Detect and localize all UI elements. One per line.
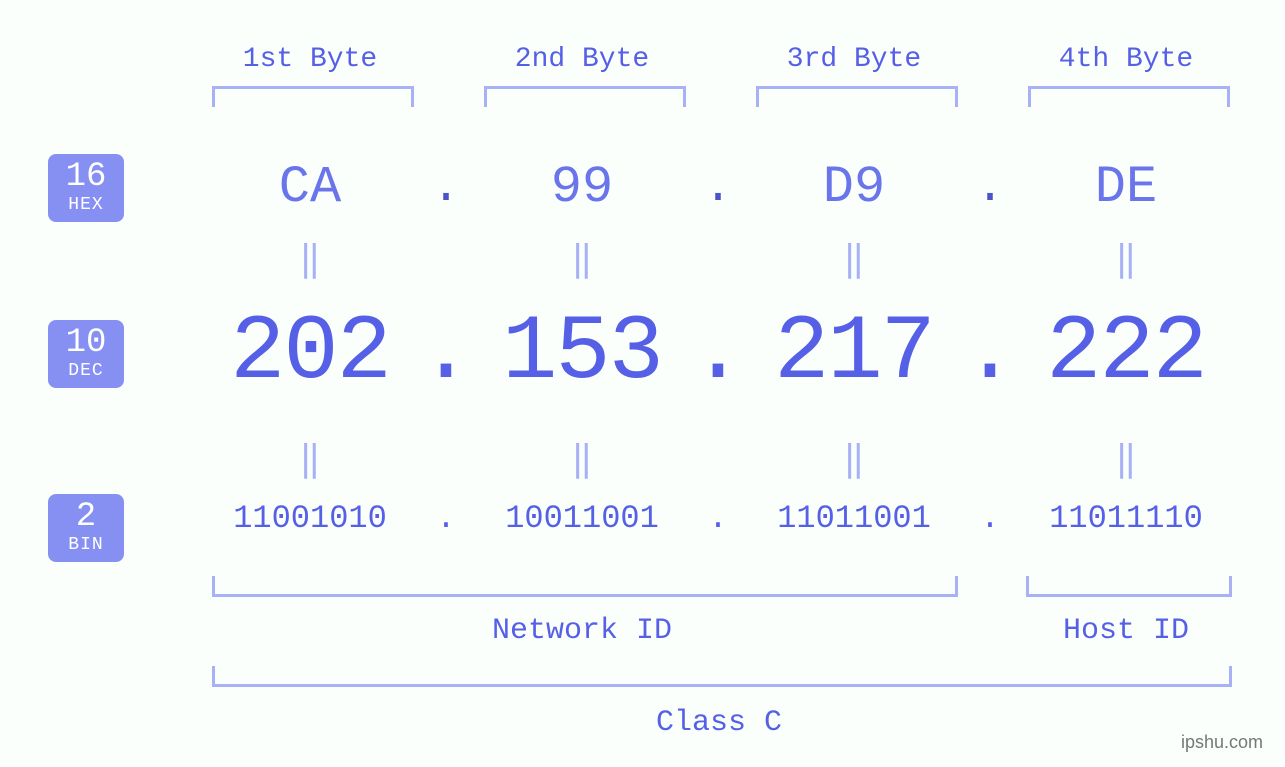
bin-dot-3: . <box>954 500 1026 537</box>
hex-byte-4: DE <box>1026 158 1226 217</box>
network-bracket <box>212 576 958 597</box>
hex-row: CA . 99 . D9 . DE <box>210 158 1226 217</box>
eq-1-3: ‖ <box>754 238 954 281</box>
bin-byte-2: 10011001 <box>482 500 682 537</box>
ip-diagram: 1st Byte 2nd Byte 3rd Byte 4th Byte 16 H… <box>0 0 1285 767</box>
bin-dot-1: . <box>410 500 482 537</box>
dec-dot-3: . <box>954 300 1026 405</box>
hex-dot-3: . <box>954 161 1026 215</box>
class-label: Class C <box>212 706 1226 740</box>
hex-dot-1: . <box>410 161 482 215</box>
bin-byte-1: 11001010 <box>210 500 410 537</box>
dec-byte-4: 222 <box>1026 300 1226 405</box>
hex-dot-2: . <box>682 161 754 215</box>
byte-label-4: 4th Byte <box>1026 44 1226 75</box>
eq-row-1: ‖ ‖ ‖ ‖ <box>210 238 1226 281</box>
hex-byte-2: 99 <box>482 158 682 217</box>
dec-byte-2: 153 <box>482 300 682 405</box>
badge-dec-num: 10 <box>48 326 124 360</box>
badge-dec-lbl: DEC <box>48 362 124 380</box>
eq-2-4: ‖ <box>1026 438 1226 481</box>
badge-bin-num: 2 <box>48 500 124 534</box>
top-bracket-4 <box>1028 86 1230 107</box>
byte-label-2: 2nd Byte <box>482 44 682 75</box>
top-bracket-3 <box>756 86 958 107</box>
badge-dec: 10 DEC <box>48 320 124 388</box>
network-id-label: Network ID <box>212 614 952 648</box>
eq-1-4: ‖ <box>1026 238 1226 281</box>
badge-hex: 16 HEX <box>48 154 124 222</box>
badge-bin-lbl: BIN <box>48 536 124 554</box>
eq-2-1: ‖ <box>210 438 410 481</box>
host-id-label: Host ID <box>1026 614 1226 648</box>
badge-hex-lbl: HEX <box>48 196 124 214</box>
top-bracket-1 <box>212 86 414 107</box>
dec-byte-1: 202 <box>210 300 410 405</box>
badge-bin: 2 BIN <box>48 494 124 562</box>
dec-dot-1: . <box>410 300 482 405</box>
byte-label-1: 1st Byte <box>210 44 410 75</box>
eq-row-2: ‖ ‖ ‖ ‖ <box>210 438 1226 481</box>
dec-byte-3: 217 <box>754 300 954 405</box>
hex-byte-1: CA <box>210 158 410 217</box>
eq-1-2: ‖ <box>482 238 682 281</box>
eq-1-1: ‖ <box>210 238 410 281</box>
top-bracket-2 <box>484 86 686 107</box>
bin-dot-2: . <box>682 500 754 537</box>
host-bracket <box>1026 576 1232 597</box>
byte-label-3: 3rd Byte <box>754 44 954 75</box>
bin-byte-4: 11011110 <box>1026 500 1226 537</box>
dec-dot-2: . <box>682 300 754 405</box>
hex-byte-3: D9 <box>754 158 954 217</box>
watermark: ipshu.com <box>1181 732 1263 753</box>
bin-row: 11001010 . 10011001 . 11011001 . 1101111… <box>210 500 1226 537</box>
eq-2-3: ‖ <box>754 438 954 481</box>
class-bracket <box>212 666 1232 687</box>
dec-row: 202 . 153 . 217 . 222 <box>210 300 1226 405</box>
eq-2-2: ‖ <box>482 438 682 481</box>
bin-byte-3: 11011001 <box>754 500 954 537</box>
badge-hex-num: 16 <box>48 160 124 194</box>
